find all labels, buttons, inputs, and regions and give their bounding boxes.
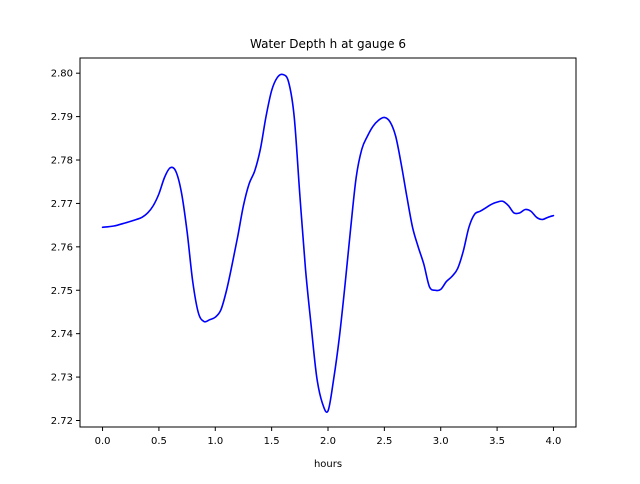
x-tick-label: 3.5 — [489, 436, 505, 447]
chart-title: Water Depth h at gauge 6 — [250, 37, 406, 51]
y-tick-label: 2.79 — [51, 112, 73, 123]
y-tick-label: 2.78 — [51, 156, 73, 167]
x-tick-label: 2.0 — [320, 436, 336, 447]
x-tick-label: 0.0 — [95, 436, 111, 447]
y-tick-label: 2.72 — [51, 416, 73, 427]
x-tick-label: 1.0 — [207, 436, 223, 447]
y-tick-label: 2.73 — [51, 373, 73, 384]
x-axis-ticks: 0.0 0.5 1.0 1.5 2.0 2.5 3.0 3.5 4.0 — [95, 427, 562, 447]
x-axis-label: hours — [314, 459, 342, 470]
y-tick-label: 2.74 — [51, 329, 73, 340]
y-tick-label: 2.75 — [51, 286, 73, 297]
x-tick-label: 0.5 — [151, 436, 167, 447]
y-tick-label: 2.80 — [51, 69, 73, 80]
y-tick-label: 2.76 — [51, 242, 73, 253]
x-tick-label: 3.0 — [433, 436, 449, 447]
y-axis-ticks: 2.72 2.73 2.74 2.75 2.76 2.77 2.78 2.79 2.80 — [51, 69, 80, 427]
y-tick-label: 2.77 — [51, 199, 73, 210]
x-tick-label: 2.5 — [376, 436, 392, 447]
series-line-0 — [101, 73, 555, 413]
x-tick-label: 1.5 — [264, 436, 280, 447]
x-tick-label: 4.0 — [546, 436, 562, 447]
plot-area — [101, 73, 555, 413]
